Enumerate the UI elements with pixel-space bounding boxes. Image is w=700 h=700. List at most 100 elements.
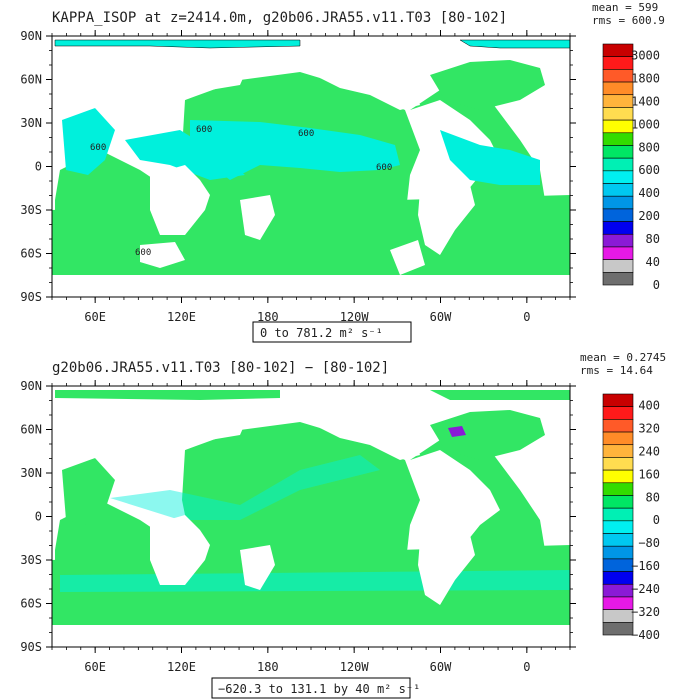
colorbar-label: 600 xyxy=(638,163,660,177)
y-tick-label: 30S xyxy=(20,553,42,567)
colorbar-label: 160 xyxy=(638,467,660,481)
colorbar-label: −320 xyxy=(631,605,660,619)
y-tick-label: 90N xyxy=(20,379,42,393)
contour-label: 600 xyxy=(90,143,106,153)
panel-2-colorbar: 400 320 240 160 80 0 −80 −160 −240 −320 −400 xyxy=(602,393,660,642)
colorbar-swatch xyxy=(602,520,634,534)
colorbar-swatch xyxy=(602,221,634,235)
y-tick-label: 30N xyxy=(20,466,42,480)
colorbar-label: 800 xyxy=(638,140,660,154)
x-tick-label: 120E xyxy=(167,310,196,324)
y-tick-label: 60S xyxy=(20,247,42,261)
contour-label: 600 xyxy=(196,125,212,135)
colorbar-swatch xyxy=(602,272,634,286)
x-tick-label: 60E xyxy=(84,660,106,674)
y-tick-label: 90S xyxy=(20,290,42,304)
panel-1-rms: rms = 600.9 xyxy=(592,14,665,27)
colorbar-swatch xyxy=(602,195,634,210)
colorbar-swatch xyxy=(602,43,634,57)
colorbar-label: 200 xyxy=(638,209,660,223)
colorbar-swatch xyxy=(602,132,634,146)
contour-label: 600 xyxy=(298,129,314,139)
panel-2-range-label: −620.3 to 131.1 by 40 m² s⁻¹ xyxy=(218,682,420,696)
x-tick-label: 60E xyxy=(84,310,106,324)
x-tick-label: 120W xyxy=(340,660,370,674)
colorbar-swatch xyxy=(602,583,634,598)
panel-1-axes: 90N 60N 30N 0 30S 60S 90S 60E 120E 180 120W 60W 0 xyxy=(20,29,576,324)
colorbar-label: −80 xyxy=(638,536,660,550)
contour-label: 600 xyxy=(376,163,392,173)
colorbar-swatch xyxy=(602,444,634,458)
y-tick-label: 60N xyxy=(20,423,42,437)
panel-2: g20b06.JRA55.v11.T03 [80-102] − [80-102]… xyxy=(20,351,666,699)
colorbar-label: −160 xyxy=(631,559,660,573)
x-tick-label: 60W xyxy=(430,310,452,324)
colorbar-swatch xyxy=(602,495,634,509)
y-tick-label: 90N xyxy=(20,29,42,43)
panel-1-title: KAPPA_ISOP at z=2414.0m, g20b06.JRA55.v1… xyxy=(52,10,507,26)
colorbar-label: 0 xyxy=(653,278,660,292)
contour-label: 600 xyxy=(135,248,151,258)
x-tick-label: 120W xyxy=(340,310,370,324)
panel-2-rms: rms = 14.64 xyxy=(580,364,653,377)
colorbar-swatch xyxy=(602,259,634,273)
y-tick-label: 30S xyxy=(20,203,42,217)
colorbar-swatch xyxy=(602,56,634,70)
panel-1-map xyxy=(52,36,570,297)
colorbar-swatch xyxy=(602,69,634,83)
colorbar-swatch xyxy=(602,246,634,260)
colorbar-swatch xyxy=(602,545,634,560)
colorbar-swatch xyxy=(602,119,634,134)
y-tick-label: 60S xyxy=(20,597,42,611)
colorbar-swatch xyxy=(602,469,634,484)
colorbar-swatch xyxy=(602,157,634,172)
y-tick-label: 30N xyxy=(20,116,42,130)
x-tick-label: 60W xyxy=(430,660,452,674)
colorbar-swatch xyxy=(602,406,634,420)
panel-2-map xyxy=(52,386,570,647)
panel-2-axes: 90N 60N 30N 0 30S 60S 90S 60E 120E 180 120W 60W 0 xyxy=(20,379,576,674)
panel-1-mean: mean = 599 xyxy=(592,1,658,14)
colorbar-swatch xyxy=(602,183,634,197)
colorbar-swatch xyxy=(602,558,634,572)
colorbar-swatch xyxy=(602,81,634,96)
x-tick-label: 180 xyxy=(257,310,279,324)
colorbar-label: 40 xyxy=(646,255,660,269)
y-tick-label: 90S xyxy=(20,640,42,654)
panel-2-mean: mean = 0.2745 xyxy=(580,351,666,364)
panel-2-title: g20b06.JRA55.v11.T03 [80-102] − [80-102] xyxy=(52,360,389,376)
colorbar-label: 1400 xyxy=(631,94,660,108)
colorbar-swatch xyxy=(602,170,634,184)
colorbar-label: 3000 xyxy=(631,48,660,62)
y-tick-label: 0 xyxy=(35,160,42,174)
colorbar-swatch xyxy=(602,94,634,108)
colorbar-swatch xyxy=(602,457,634,471)
colorbar-label: 1800 xyxy=(631,71,660,85)
x-tick-label: 120E xyxy=(167,660,196,674)
panel-1-range-box xyxy=(252,321,412,343)
panel-1-range-label: 0 to 781.2 m² s⁻¹ xyxy=(260,326,383,340)
colorbar-label: 80 xyxy=(646,232,660,246)
colorbar-swatch xyxy=(602,609,634,623)
colorbar-label: 400 xyxy=(638,186,660,200)
colorbar-swatch xyxy=(602,145,634,159)
colorbar-label: −240 xyxy=(631,582,660,596)
colorbar-label: −400 xyxy=(631,628,660,642)
colorbar-swatch xyxy=(602,208,634,222)
y-tick-label: 60N xyxy=(20,73,42,87)
colorbar-swatch xyxy=(602,533,634,547)
colorbar-label: 240 xyxy=(638,444,660,458)
colorbar-label: 80 xyxy=(646,490,660,504)
x-tick-label: 180 xyxy=(257,660,279,674)
colorbar-label: 320 xyxy=(638,421,660,435)
colorbar-swatch xyxy=(602,419,634,433)
panel-2-range-box xyxy=(211,677,411,699)
colorbar-swatch xyxy=(602,393,634,407)
panel-1: KAPPA_ISOP at z=2414.0m, g20b06.JRA55.v1… xyxy=(20,1,665,343)
colorbar-swatch xyxy=(602,507,634,522)
colorbar-swatch xyxy=(602,482,634,496)
colorbar-swatch xyxy=(602,596,634,610)
colorbar-swatch xyxy=(602,431,634,446)
